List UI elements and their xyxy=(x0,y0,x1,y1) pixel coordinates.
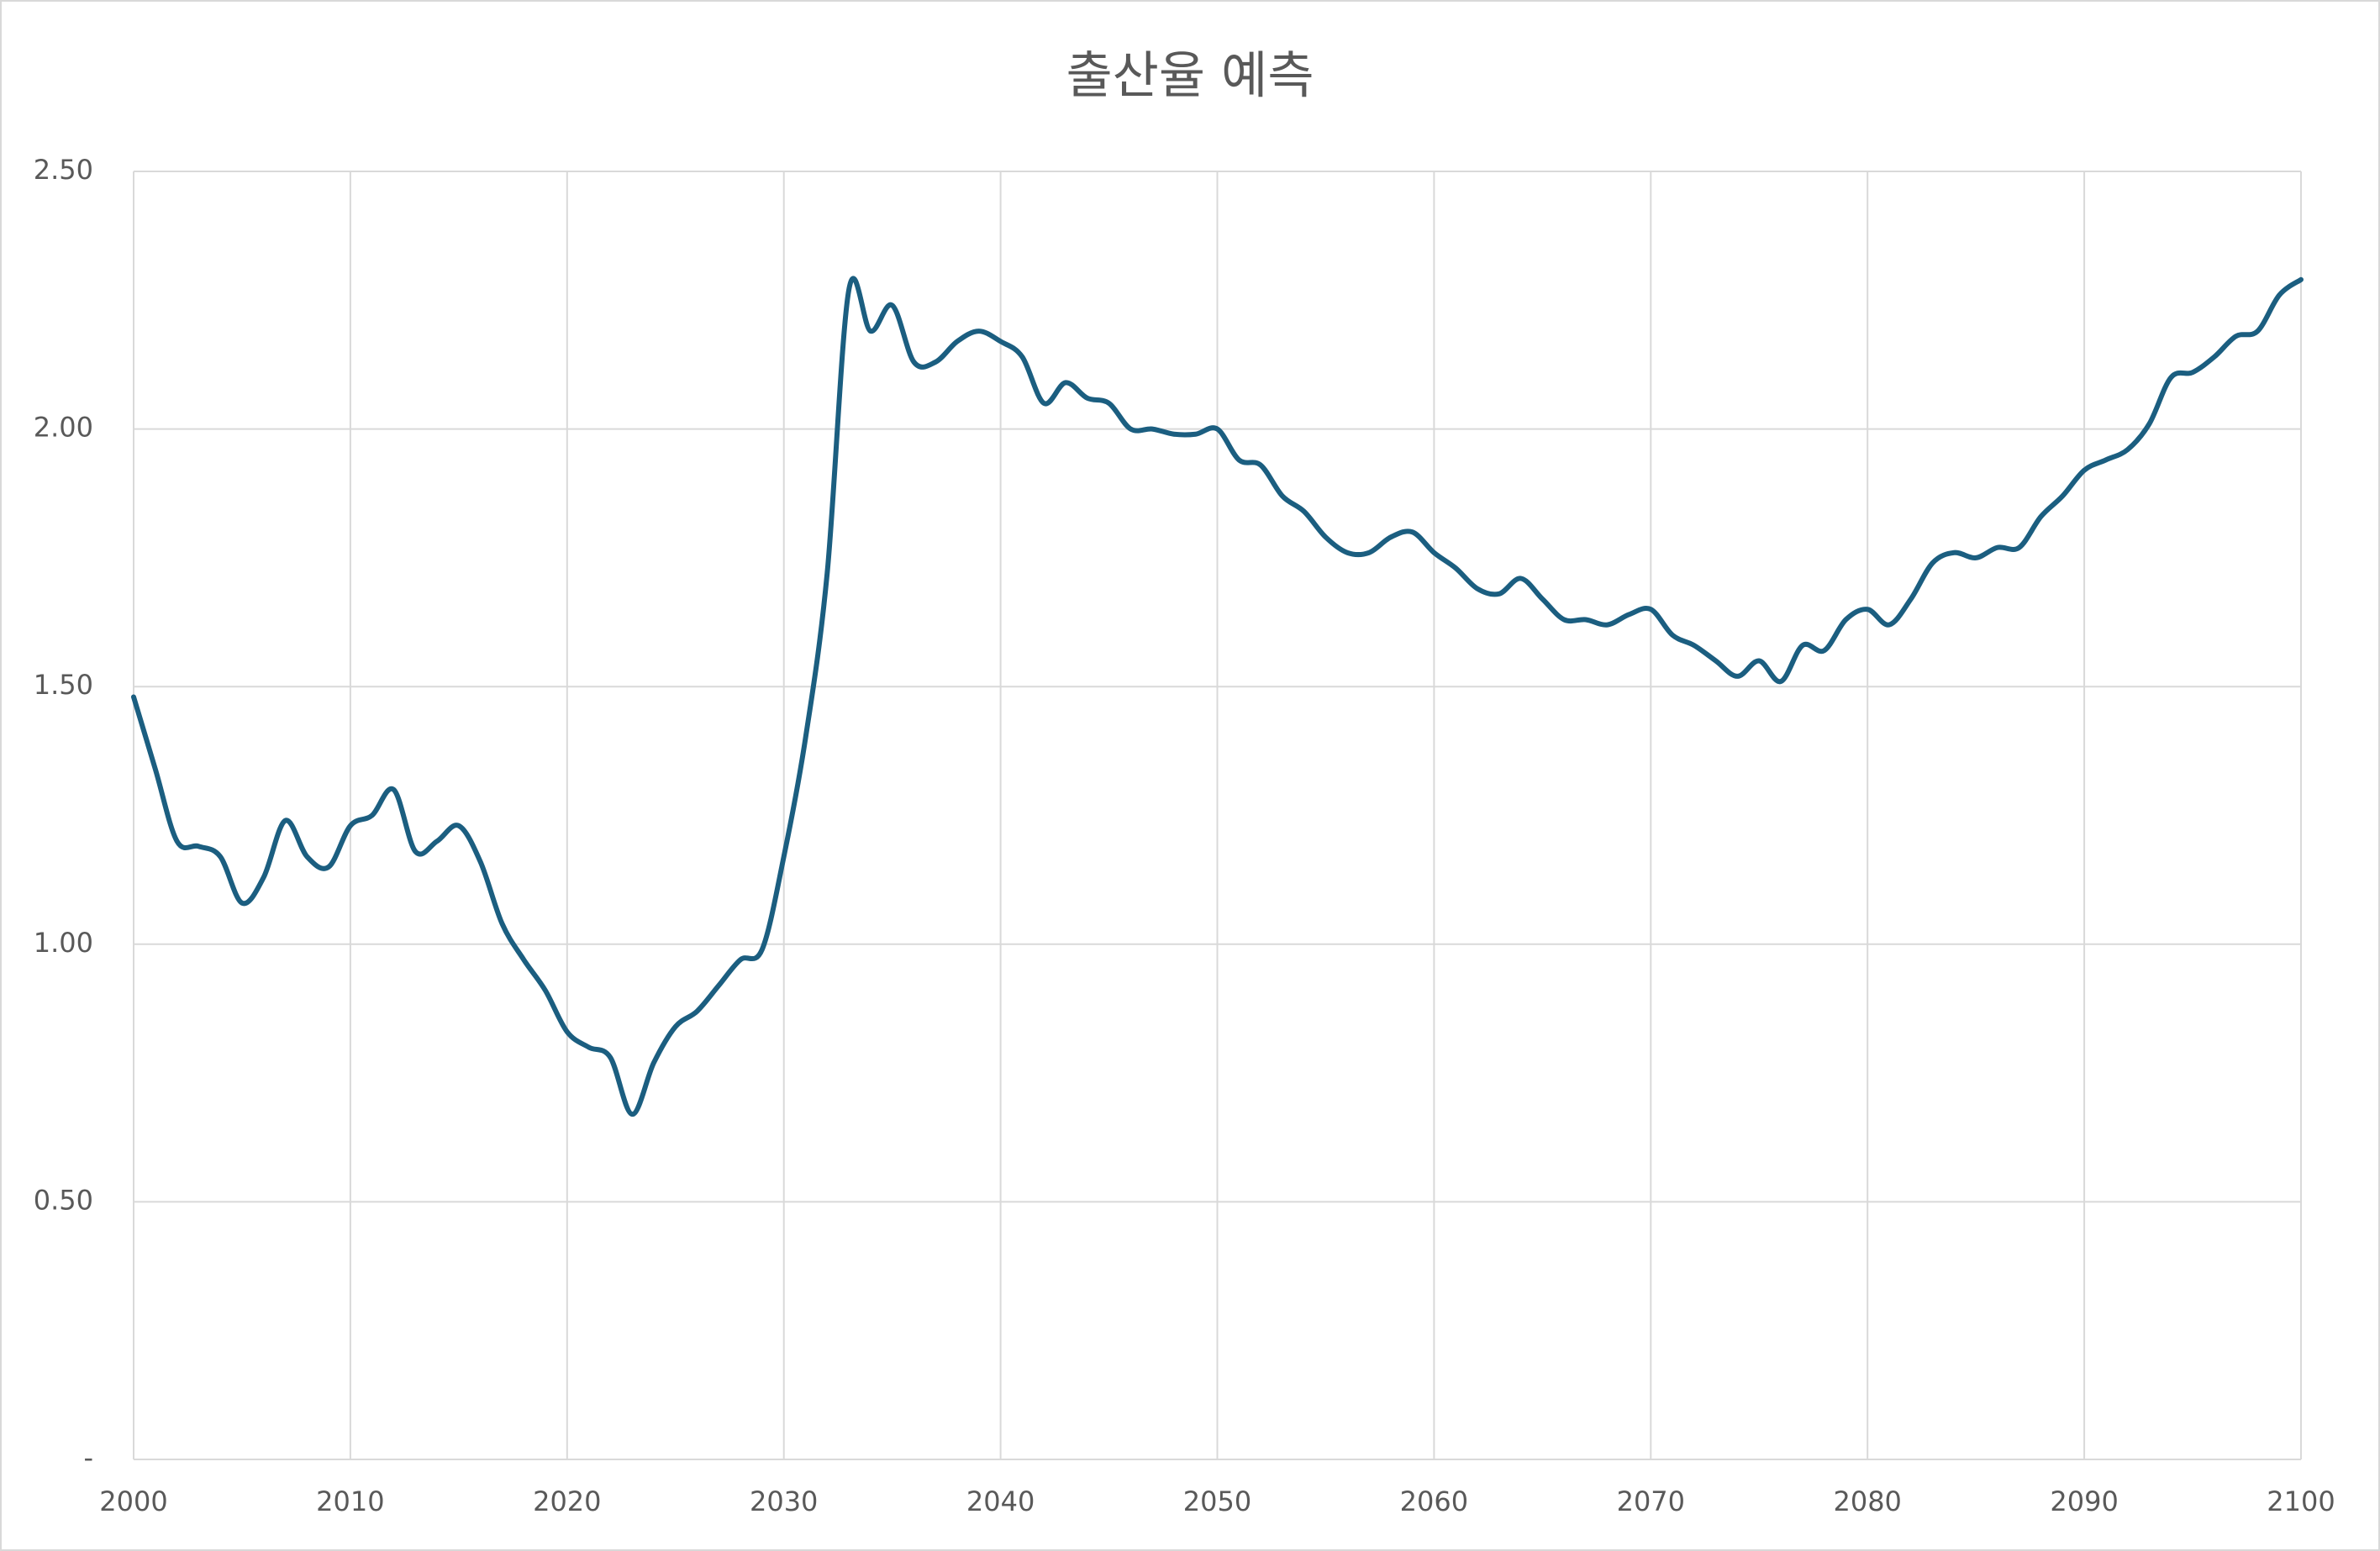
x-tick-label: 2100 xyxy=(2267,1485,2335,1517)
y-tick-label: 2.50 xyxy=(34,154,93,186)
data-line xyxy=(131,276,2304,1117)
chart-title: 출산율 예측 xyxy=(1066,47,1314,106)
x-tick-label: 2030 xyxy=(750,1485,818,1517)
x-tick-label: 2070 xyxy=(1617,1485,1685,1517)
y-tick-label: 2.00 xyxy=(34,412,93,444)
x-tick-label: 2020 xyxy=(533,1485,601,1517)
x-tick-label: 2060 xyxy=(1400,1485,1468,1517)
x-tick-label: 2040 xyxy=(966,1485,1035,1517)
x-tick-label: 2000 xyxy=(99,1485,167,1517)
x-tick-label: 2010 xyxy=(316,1485,384,1517)
y-tick-label: 0.50 xyxy=(34,1184,93,1216)
x-tick-label: 2080 xyxy=(1833,1485,1901,1517)
x-tick-label: 2050 xyxy=(1183,1485,1251,1517)
x-tick-label: 2090 xyxy=(2050,1485,2118,1517)
y-tick-label: - xyxy=(83,1442,93,1474)
y-tick-label: 1.50 xyxy=(34,669,93,701)
y-tick-label: 1.00 xyxy=(34,927,93,959)
